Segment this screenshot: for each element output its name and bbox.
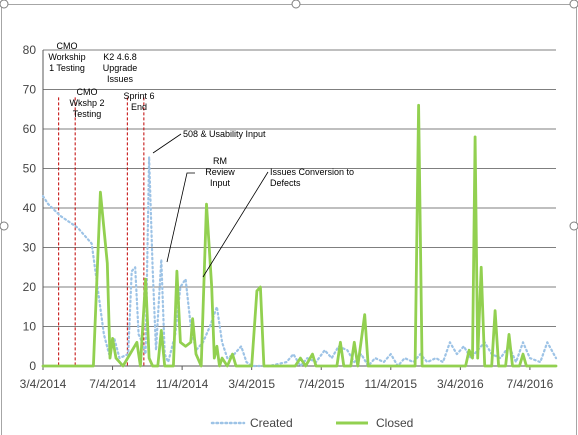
series-lines [41,103,558,368]
annotation-label: Issues Conversion to Defects [270,167,354,188]
x-tick-label: 11/4/2014 [156,377,209,391]
resize-handle[interactable] [291,0,301,9]
annotation-label: K2 4.6.8 Upgrade Issues [103,52,138,84]
milestone-lines [58,97,145,366]
annotation-line: Input [210,178,231,188]
x-tick-labels: 3/4/2014 7/4/2014 11/4/2014 3/4/2015 7/4/201… [20,366,554,391]
y-tick-label: 50 [23,162,37,176]
y-tick-label: 80 [23,43,37,57]
annotation-line: RM [213,156,227,166]
x-tick-label: 3/4/2016 [437,377,484,391]
leader-line [202,171,269,278]
annotation-line: CMO [77,87,98,97]
resize-handle[interactable] [0,221,9,231]
x-tick-label: 7/4/2015 [298,377,345,391]
resize-handle[interactable] [0,0,9,9]
x-tick-label: 3/4/2014 [20,377,67,391]
annotation-label: RM Review Input [205,156,235,188]
y-tick-label: 10 [23,320,37,334]
series-line-created [41,155,558,368]
annotation-line: Upgrade [103,63,138,73]
annotation-line: 508 & Usability Input [183,129,266,139]
legend-label-closed: Closed [376,416,413,430]
legend-label-created: Created [250,416,293,430]
x-tick-label: 7/4/2014 [89,377,136,391]
leader-line [166,172,195,263]
resize-handle[interactable] [569,0,578,9]
y-tick-labels: 0 10 20 30 40 50 60 70 80 [23,43,37,373]
annotation-line: Issues Conversion to [270,167,354,177]
y-tick-label: 0 [29,359,36,373]
x-tick-label: 11/4/2015 [365,377,418,391]
annotation-line: Defects [270,178,301,188]
annotation-line: Testing [73,109,102,119]
annotation-line: Sprint 6 [123,91,154,101]
y-tick-label: 30 [23,241,37,255]
y-tick-label: 40 [23,201,37,215]
x-tick-label: 7/4/2016 [507,377,554,391]
annotation-line: End [131,102,147,112]
annotation-line: Workship [48,52,85,62]
annotation-line: Wkshp 2 [69,98,104,108]
annotation-label: 508 & Usability Input [183,129,266,139]
y-tick-label: 70 [23,83,37,97]
gridlines [43,49,556,327]
annotation-line: Review [205,167,235,177]
legend: Created Closed [210,416,413,430]
resize-handle[interactable] [569,221,578,231]
leader-line [152,133,182,154]
annotation-line: Issues [107,74,134,84]
x-tick-label: 3/4/2015 [228,377,275,391]
annotation-line: 1 Testing [49,63,85,73]
y-tick-label: 20 [23,280,37,294]
annotation-label: CMO Wkshp 2 Testing [69,87,104,119]
annotation-line: K2 4.6.8 [103,52,137,62]
axes [42,50,556,367]
annotation-line: CMO [57,41,78,51]
y-tick-label: 60 [23,122,37,136]
annotation-label: CMO Workship 1 Testing [48,41,85,73]
annotation-label: Sprint 6 End [123,91,154,112]
chart-border [1,4,577,435]
series-line-closed [41,103,558,368]
